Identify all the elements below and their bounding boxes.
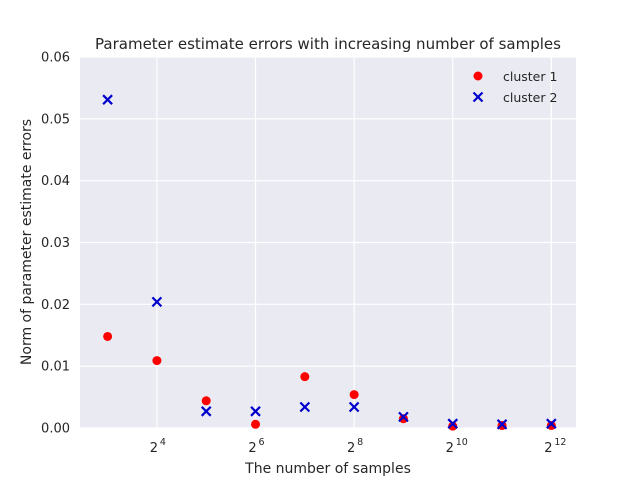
y-tick-label: 0.01 — [41, 360, 70, 375]
y-tick-label: 0.04 — [41, 174, 70, 189]
y-tick-label: 0.06 — [41, 51, 70, 66]
x-tick-exponent: 8 — [357, 437, 363, 448]
point-cluster-2 — [496, 419, 508, 430]
x-tick-label: 2 — [544, 441, 552, 456]
legend-label-cluster-1: cluster 1 — [503, 69, 557, 84]
point-cluster-1 — [448, 421, 458, 431]
x-tick-exponent: 12 — [554, 437, 566, 448]
point-cluster-1 — [349, 390, 359, 400]
legend-x-marker — [472, 91, 484, 103]
point-cluster-2 — [348, 401, 360, 413]
y-tick-label: 0.05 — [41, 112, 70, 127]
point-cluster-1 — [201, 396, 211, 406]
x-tick-exponent: 10 — [456, 437, 468, 448]
legend-label-cluster-2: cluster 2 — [503, 90, 557, 105]
x-tick-label: 2 — [248, 441, 256, 456]
y-tick-label: 0.00 — [41, 422, 70, 437]
point-cluster-1 — [152, 356, 162, 366]
point-cluster-2 — [102, 94, 113, 105]
point-cluster-2 — [151, 296, 163, 308]
y-tick-label: 0.02 — [41, 298, 70, 313]
chart-title: Parameter estimate errors with increasin… — [95, 35, 561, 53]
point-cluster-2 — [299, 401, 311, 413]
data-points — [102, 94, 557, 431]
point-cluster-2 — [546, 418, 557, 429]
point-cluster-1 — [546, 421, 556, 431]
x-axis-label: The number of samples — [244, 461, 411, 477]
point-cluster-1 — [398, 414, 408, 424]
grid-lines — [80, 56, 576, 429]
legend-marker-cluster-1 — [473, 71, 483, 81]
point-cluster-2 — [398, 411, 409, 423]
x-tick-label: 2 — [446, 441, 454, 456]
x-tick-label: 2 — [347, 441, 355, 456]
point-cluster-2 — [447, 418, 459, 429]
point-cluster-1 — [300, 372, 310, 382]
x-tick-exponent: 6 — [259, 437, 265, 448]
point-cluster-2 — [250, 406, 261, 417]
x-tick-exponent: 4 — [160, 437, 166, 448]
x-tick-label: 2 — [150, 441, 158, 456]
point-cluster-2 — [200, 406, 212, 417]
x-tick-labels: 2 4 2 6 2 8 2 10 2 12 — [150, 437, 567, 456]
y-tick-label: 0.03 — [41, 236, 70, 251]
legend: cluster 1 cluster 2 — [472, 69, 557, 105]
point-cluster-1 — [103, 331, 113, 341]
legend-marker-cluster-2 — [472, 91, 484, 103]
point-cluster-1 — [251, 419, 261, 429]
y-tick-labels: 0.00 0.01 0.02 0.03 0.04 0.05 0.06 — [41, 51, 70, 437]
y-axis-label: Norm of parameter estimate errors — [19, 119, 35, 365]
